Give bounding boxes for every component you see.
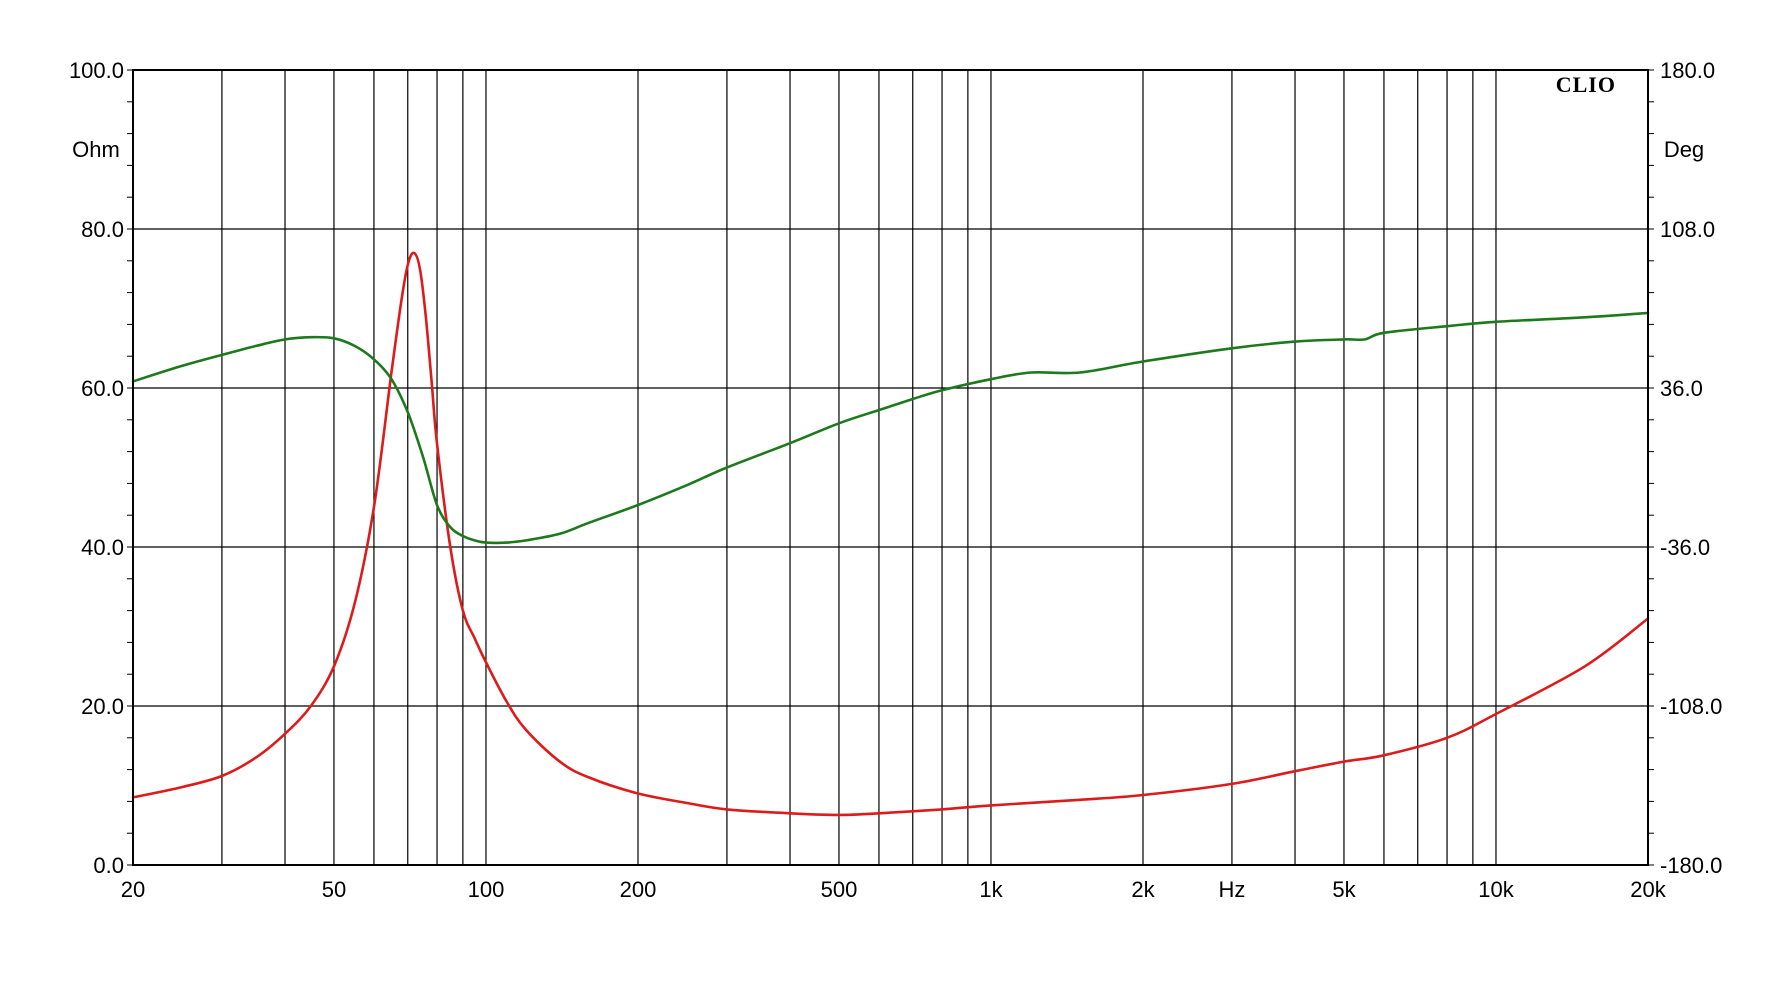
- impedance-series-line: [131, 251, 1650, 817]
- y-right-tick-label: -36.0: [1660, 535, 1710, 560]
- y-right-tick-label: 36.0: [1660, 376, 1703, 401]
- y-right-tick-label: -180.0: [1660, 853, 1722, 878]
- left-axis-unit: Ohm: [72, 137, 120, 162]
- x-tick-label: 1k: [979, 877, 1003, 902]
- plot-frame: [132, 69, 1649, 866]
- x-tick-label: 100: [468, 877, 505, 902]
- y-left-tick-label: 0.0: [93, 853, 124, 878]
- x-tick-label: 50: [322, 877, 346, 902]
- tick-labels: 20 50 100 200 500 1k 2k Hz 5k 10k 20k 0.0 20.0 40.0 60…: [69, 58, 1722, 902]
- y-right-tick-label: 108.0: [1660, 217, 1715, 242]
- x-tick-label: 200: [620, 877, 657, 902]
- x-tick-label: 2k: [1131, 877, 1155, 902]
- x-tick-label: 20k: [1630, 877, 1666, 902]
- x-tick-label: 5k: [1332, 877, 1356, 902]
- x-tick-label: 10k: [1478, 877, 1514, 902]
- x-tick-label: 500: [821, 877, 858, 902]
- series-layer: [131, 251, 1650, 817]
- phase-series-line: [131, 311, 1650, 545]
- brand-label: CLIO: [1556, 72, 1616, 97]
- y-left-tick-label: 20.0: [81, 694, 124, 719]
- y-left-tick-label: 100.0: [69, 58, 124, 83]
- y-left-tick-label: 60.0: [81, 376, 124, 401]
- plot-background: [133, 70, 1648, 865]
- x-tick-label: 20: [121, 877, 145, 902]
- y-right-tick-label: -108.0: [1660, 694, 1722, 719]
- right-axis-unit: Deg: [1664, 137, 1704, 162]
- y-left-tick-label: 40.0: [81, 535, 124, 560]
- y-left-tick-label: 80.0: [81, 217, 124, 242]
- y-right-tick-label: 180.0: [1660, 58, 1715, 83]
- x-tick-label: Hz: [1218, 877, 1245, 902]
